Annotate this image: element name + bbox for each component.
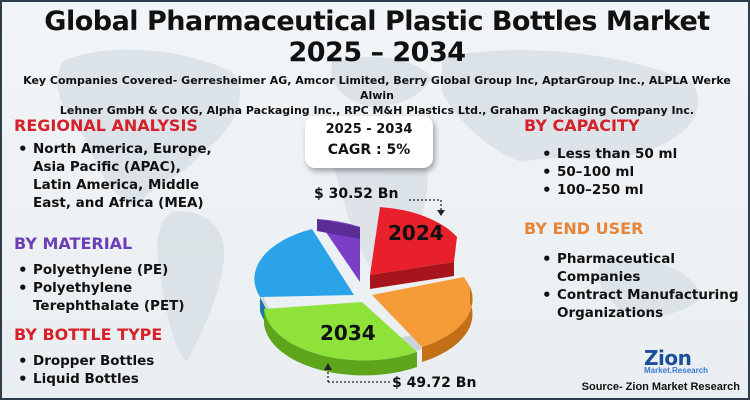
pie-chart: 2024 2034 [254, 207, 473, 376]
by-capacity-heading: BY CAPACITY [524, 116, 640, 135]
arrow-2024-icon [409, 199, 445, 216]
material-item: Polyethylene (PE) [16, 261, 185, 279]
material-list: Polyethylene (PE) Polyethylene Terephtha… [16, 261, 185, 315]
cagr-value: CAGR : 5% [327, 142, 411, 158]
companies-line-1: Key Companies Covered- Gerresheimer AG, … [23, 74, 731, 102]
end-user-item: Organizations [557, 305, 664, 321]
capacity-item: 50–100 ml [540, 163, 677, 181]
regional-list: North America, Europe, Asia Pacific (APA… [16, 140, 212, 212]
companies-line-2: Lehner GmbH & Co KG, Alpha Packaging Inc… [59, 104, 695, 117]
value-2024: $ 30.52 Bn [314, 186, 399, 202]
material-item: Polyethylene [16, 279, 185, 297]
pie-label-2024: 2024 [388, 221, 444, 245]
pie-slice-green [264, 302, 417, 361]
capacity-item: Less than 50 ml [540, 145, 677, 163]
bottle-type-item: Liquid Bottles [16, 370, 154, 388]
source-note: Source- Zion Market Research [581, 381, 740, 393]
arrow-2034-icon [324, 363, 390, 383]
by-bottle-type-heading: BY BOTTLE TYPE [14, 325, 163, 344]
end-user-item: Pharmaceutical [540, 250, 739, 268]
end-user-list: Pharmaceutical Companies Contract Manufa… [540, 250, 739, 322]
capacity-item: 100–250 ml [540, 181, 677, 199]
regional-item: Latin America, Middle [33, 177, 200, 193]
end-user-item: Contract Manufacturing [540, 286, 739, 304]
regional-item: North America, Europe, [16, 140, 212, 158]
bottle-type-list: Dropper Bottles Liquid Bottles [16, 352, 154, 388]
logo-sub: Market.Research [644, 366, 709, 375]
page-title: Global Pharmaceutical Plastic Bottles Ma… [2, 6, 748, 68]
value-2034: $ 49.72 Bn [392, 375, 477, 391]
forecast-period: 2025 - 2034 [325, 122, 413, 137]
logo-name: Zion [644, 346, 692, 370]
end-user-item: Companies [557, 269, 641, 285]
zion-logo: Zion Market.Research [644, 346, 724, 380]
bottle-type-item: Dropper Bottles [16, 352, 154, 370]
companies-covered: Key Companies Covered- Gerresheimer AG, … [22, 73, 732, 118]
title-line-2: 2025 – 2034 [288, 37, 466, 68]
regional-item: Asia Pacific (APAC), [33, 159, 181, 175]
by-end-user-heading: BY END USER [524, 219, 644, 238]
pie-label-2034: 2034 [320, 321, 376, 345]
capacity-list: Less than 50 ml 50–100 ml 100–250 ml [540, 145, 677, 199]
title-line-1: Global Pharmaceutical Plastic Bottles Ma… [44, 6, 710, 37]
by-material-heading: BY MATERIAL [14, 234, 133, 253]
pie-slice-orange [372, 277, 473, 347]
pie-slice-red [370, 207, 457, 275]
regional-analysis-heading: REGIONAL ANALYSIS [14, 116, 198, 135]
cagr-box: 2025 - 2034 CAGR : 5% [305, 116, 433, 168]
regional-item: East, and Africa (MEA) [33, 195, 204, 211]
pie-slice-blue [254, 229, 354, 297]
material-item: Terephthalate (PET) [33, 298, 185, 314]
